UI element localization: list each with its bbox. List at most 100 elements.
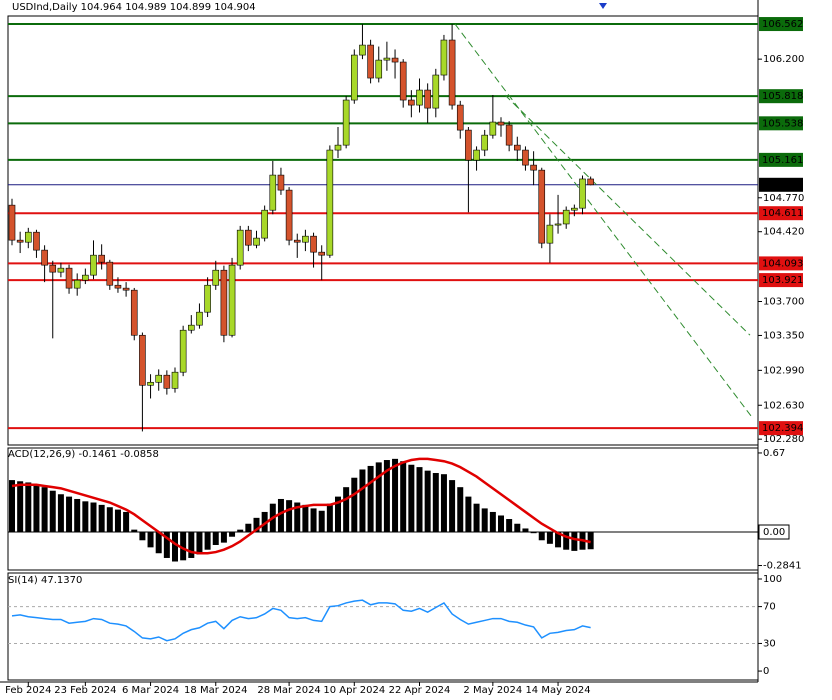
candle-body xyxy=(310,235,317,253)
macd-bar xyxy=(489,511,496,533)
y-tick-label: 0.67 xyxy=(763,448,785,459)
candle-body xyxy=(359,44,366,56)
candle-body xyxy=(41,249,48,266)
macd-bar xyxy=(139,532,146,541)
candle-body xyxy=(179,329,187,373)
y-tick-label: 30 xyxy=(763,638,776,649)
macd-bar xyxy=(74,498,81,533)
candle-body xyxy=(73,279,81,289)
level-label-box xyxy=(759,89,803,104)
candle-body xyxy=(293,239,301,243)
candle-body xyxy=(522,149,529,166)
macd-bar xyxy=(587,532,594,550)
macd-bar xyxy=(245,523,252,533)
candle-body xyxy=(163,374,171,389)
candle-body xyxy=(342,99,350,146)
candle-body xyxy=(204,284,211,313)
macd-bar xyxy=(318,510,325,533)
candle-body xyxy=(171,371,179,389)
candle-body xyxy=(391,57,399,63)
macd-bar xyxy=(9,480,15,533)
candle-body xyxy=(106,261,114,286)
macd-bar xyxy=(114,509,121,533)
candle-body xyxy=(481,134,489,151)
macd-bar xyxy=(57,494,64,533)
macd-bar xyxy=(90,502,97,533)
candle-body xyxy=(228,264,236,336)
candle-body xyxy=(530,164,537,171)
macd-bar xyxy=(383,460,390,533)
x-tick-label: 22 Apr 2024 xyxy=(389,685,451,696)
macd-bar xyxy=(49,490,56,533)
candle-body xyxy=(367,44,374,79)
macd-bar xyxy=(147,532,154,548)
y-tick-label: 0.00 xyxy=(763,527,785,538)
macd-bar xyxy=(66,496,73,533)
level-label: 102.394 xyxy=(762,423,803,434)
candle-body xyxy=(57,267,65,273)
candle-body xyxy=(538,169,546,244)
macd-bar xyxy=(359,469,366,533)
candle-body xyxy=(90,254,97,276)
candle-body xyxy=(546,224,554,244)
level-label-box xyxy=(759,421,803,436)
macd-title: ACD(12,26,9) -0.1461 -0.0858 xyxy=(8,449,159,460)
macd-bar xyxy=(286,500,293,533)
macd-bar xyxy=(172,532,178,562)
macd-bar xyxy=(335,496,341,533)
macd-bar xyxy=(343,487,350,533)
candle-body xyxy=(408,99,415,106)
macd-bar xyxy=(546,532,553,544)
candle-body xyxy=(350,54,358,101)
macd-bar xyxy=(351,477,358,533)
macd-bar xyxy=(237,529,244,533)
y-tick-label: 103.700 xyxy=(763,297,804,308)
candle-body xyxy=(269,174,277,211)
macd-bar xyxy=(449,480,456,533)
macd-bar xyxy=(106,507,113,533)
macd-bar xyxy=(188,532,195,558)
y-tick-label: 102.990 xyxy=(763,365,804,376)
macd-bar xyxy=(416,467,423,533)
candle-body xyxy=(16,239,24,243)
candle-body xyxy=(261,209,268,239)
macd-bar xyxy=(514,523,521,533)
candle-body xyxy=(440,39,448,76)
macd-bar xyxy=(261,511,268,533)
macd-bar xyxy=(155,532,162,554)
level-label-box xyxy=(759,152,803,167)
rsi-line xyxy=(11,599,591,642)
candle-body xyxy=(147,381,154,386)
candle-body xyxy=(212,269,220,286)
macd-bar xyxy=(408,464,415,533)
macd-bar xyxy=(163,532,170,558)
candle-body xyxy=(8,204,16,241)
shift-marker xyxy=(599,3,607,9)
candle-body xyxy=(98,254,105,263)
macd-bar xyxy=(310,508,317,533)
macd-bar xyxy=(440,474,447,533)
y-tick-label: 102.280 xyxy=(763,434,804,445)
candle-body xyxy=(587,178,594,186)
candle-body xyxy=(277,174,285,191)
y-tick-label: 104.420 xyxy=(763,227,804,238)
candle-body xyxy=(114,284,122,289)
candle-body xyxy=(139,334,146,386)
level-label-box xyxy=(759,177,803,192)
candle-body xyxy=(571,207,578,211)
macd-bar xyxy=(17,481,24,533)
y-tick-label: 106.200 xyxy=(763,54,804,65)
macd-bar xyxy=(457,487,464,533)
macd-bar xyxy=(563,532,570,550)
candle-body xyxy=(399,61,407,101)
candle-body xyxy=(424,89,431,109)
macd-bar xyxy=(538,532,545,541)
candle-body xyxy=(562,209,570,225)
candle-body xyxy=(196,311,203,326)
macd-bar xyxy=(212,532,219,545)
candle-body xyxy=(326,149,334,256)
macd-bar xyxy=(294,502,301,533)
